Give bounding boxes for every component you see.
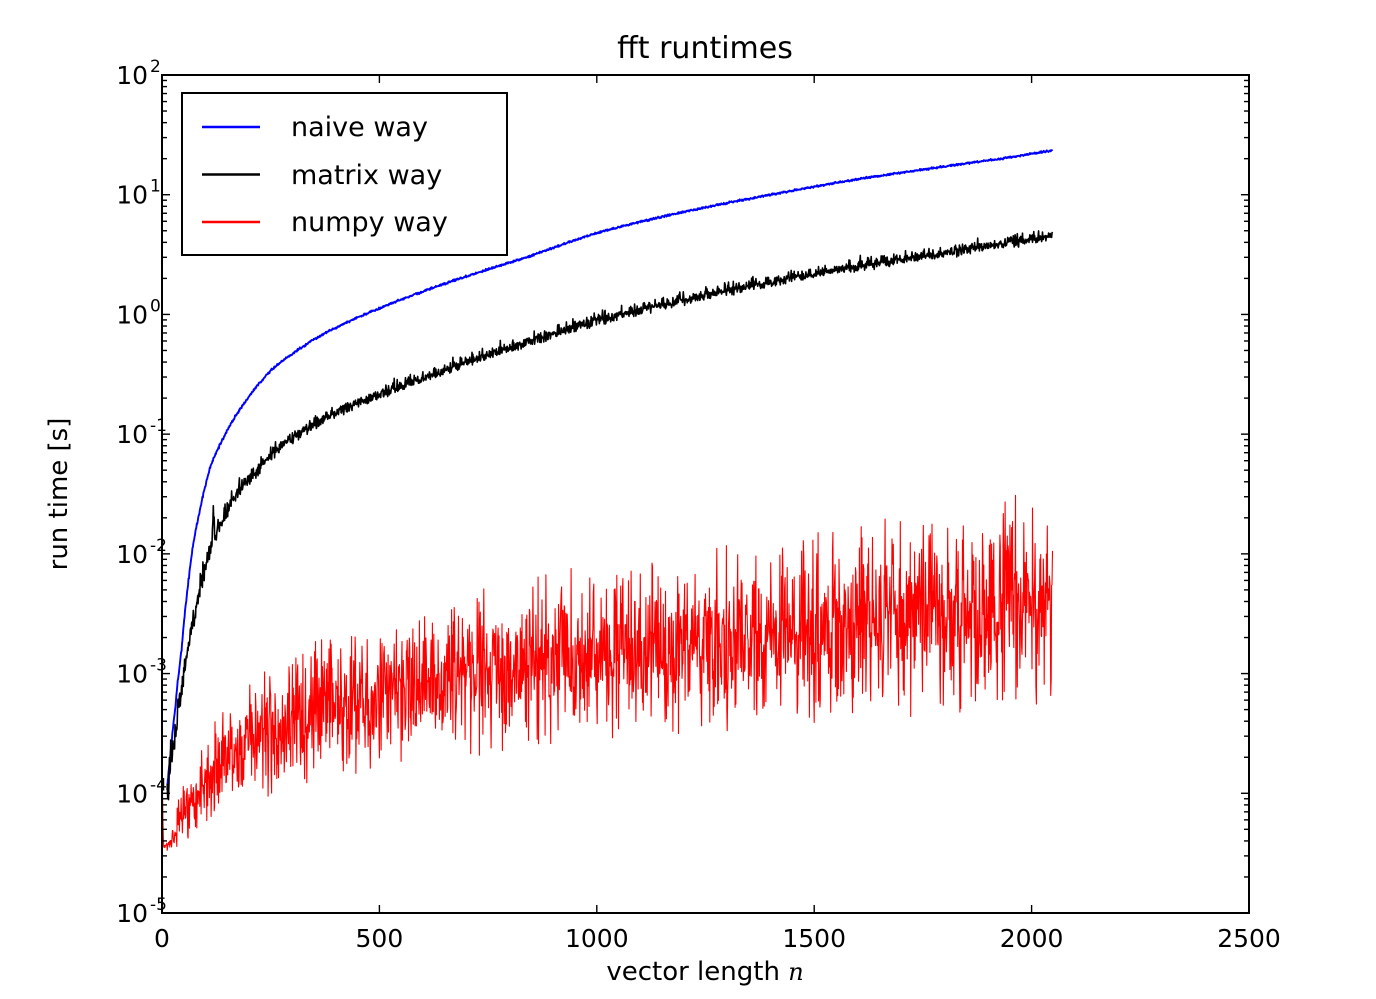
y-tick-label-exponent: -2 [150, 536, 167, 556]
x-tick-label: 2500 [1217, 924, 1281, 953]
plot-border [161, 74, 1250, 914]
chart-title: fft runtimes [617, 31, 793, 66]
series-line-numpy-way [161, 494, 1054, 851]
x-axis-label: vector length n [606, 957, 803, 987]
legend-label-naive: naive way [291, 112, 428, 143]
x-tick-label: 1000 [565, 924, 629, 953]
y-tick-label-base: 10 [116, 899, 148, 928]
y-tick-label-base: 10 [116, 779, 148, 808]
y-tick-label-exponent: -1 [150, 416, 167, 436]
y-tick-label-base: 10 [116, 540, 148, 569]
y-tick-label-exponent: 0 [150, 296, 161, 316]
y-tick-label-exponent: 1 [150, 177, 161, 197]
y-tick-label-exponent: -3 [150, 656, 167, 676]
y-axis-label: run time [s] [44, 418, 74, 571]
x-tick-label: 0 [154, 924, 170, 953]
y-tick-label-exponent: 2 [150, 57, 161, 77]
y-tick-label-base: 10 [116, 61, 148, 90]
x-tick-label: 500 [356, 924, 404, 953]
y-tick-label-base: 10 [116, 181, 148, 210]
legend-label-matrix: matrix way [291, 160, 442, 191]
legend: naive way matrix way numpy way [181, 92, 508, 256]
series-line-naive-way [166, 148, 1054, 791]
y-tick-label-base: 10 [116, 420, 148, 449]
x-tick-label: 1500 [782, 924, 846, 953]
series-layer [161, 148, 1054, 851]
series-line-matrix-way [166, 230, 1054, 801]
x-tick-label: 2000 [1000, 924, 1064, 953]
y-tick-label-exponent: -4 [150, 775, 167, 795]
y-tick-label-base: 10 [116, 300, 148, 329]
legend-label-numpy: numpy way [291, 207, 448, 238]
x-axis-label-var: n [788, 958, 803, 986]
y-tick-label-base: 10 [116, 660, 148, 689]
